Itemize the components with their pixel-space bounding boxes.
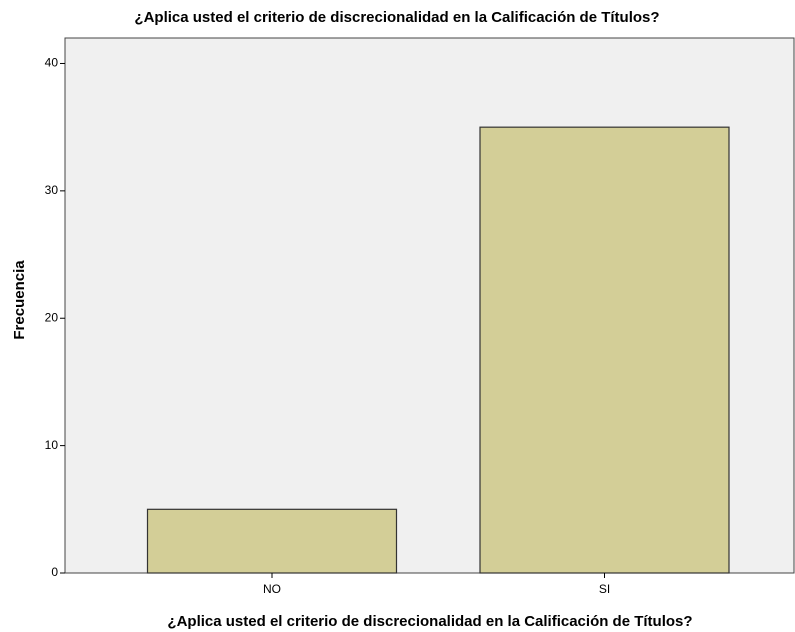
chart-title: ¿Aplica usted el criterio de discreciona… — [134, 9, 659, 26]
bar — [479, 126, 730, 574]
y-axis-label: Frecuencia — [11, 260, 28, 340]
bar — [146, 508, 398, 574]
y-tick-label: 20 — [45, 310, 59, 324]
x-axis-label: ¿Aplica usted el criterio de discreciona… — [167, 613, 692, 630]
x-tick-label: NO — [263, 582, 281, 596]
y-tick-label: 30 — [45, 183, 59, 197]
y-tick-label: 10 — [45, 438, 59, 452]
y-tick-label: 40 — [45, 56, 59, 70]
x-tick-label: SI — [599, 582, 610, 596]
y-tick-label: 0 — [51, 565, 58, 579]
